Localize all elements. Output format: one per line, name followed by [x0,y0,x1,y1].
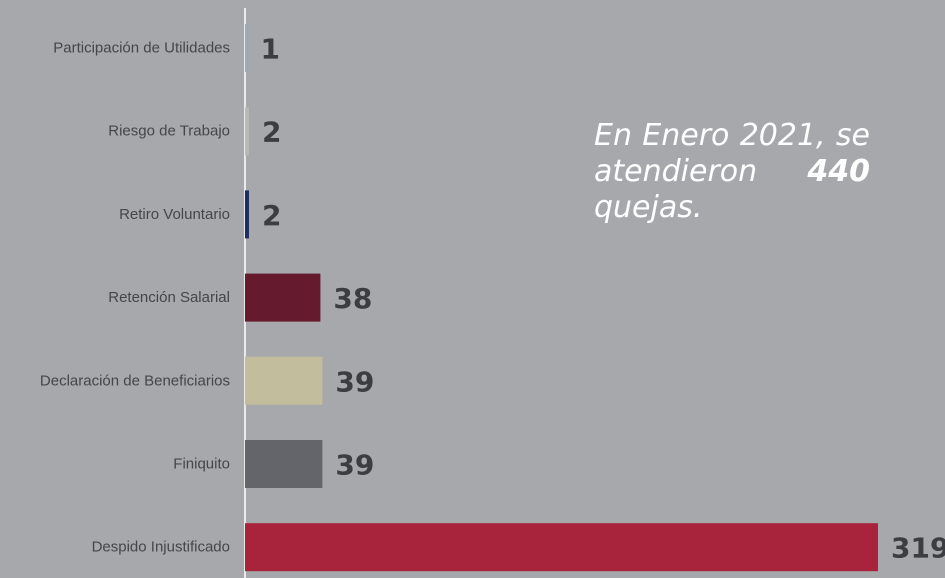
value-label: 39 [335,449,374,482]
value-label: 2 [262,116,281,149]
value-label: 39 [335,365,374,398]
value-label: 38 [333,282,372,315]
category-label: Despido Injustificado [92,539,230,556]
category-label: Retiro Voluntario [119,206,230,223]
category-label: Participación de Utilidades [53,40,230,57]
bar [245,24,248,72]
callout-text: En Enero 2021, se atendieron [594,118,870,189]
bar [245,523,878,572]
category-label: Riesgo de Trabajo [108,123,230,140]
value-label: 1 [261,33,280,66]
bar [245,356,323,405]
value-label: 2 [262,199,281,232]
callout-text-end: quejas. [594,190,703,225]
bar [245,440,323,488]
bar [245,107,249,156]
bar [245,273,321,322]
category-label: Declaración de Beneficiarios [40,372,230,389]
value-label: 319 [891,532,945,565]
category-label: Finiquito [173,456,230,473]
bar [245,190,249,239]
summary-callout: En Enero 2021, se atendieron 440 quejas. [594,118,870,226]
category-label: Retención Salarial [108,289,230,306]
complaint-total: 440 [807,154,870,189]
